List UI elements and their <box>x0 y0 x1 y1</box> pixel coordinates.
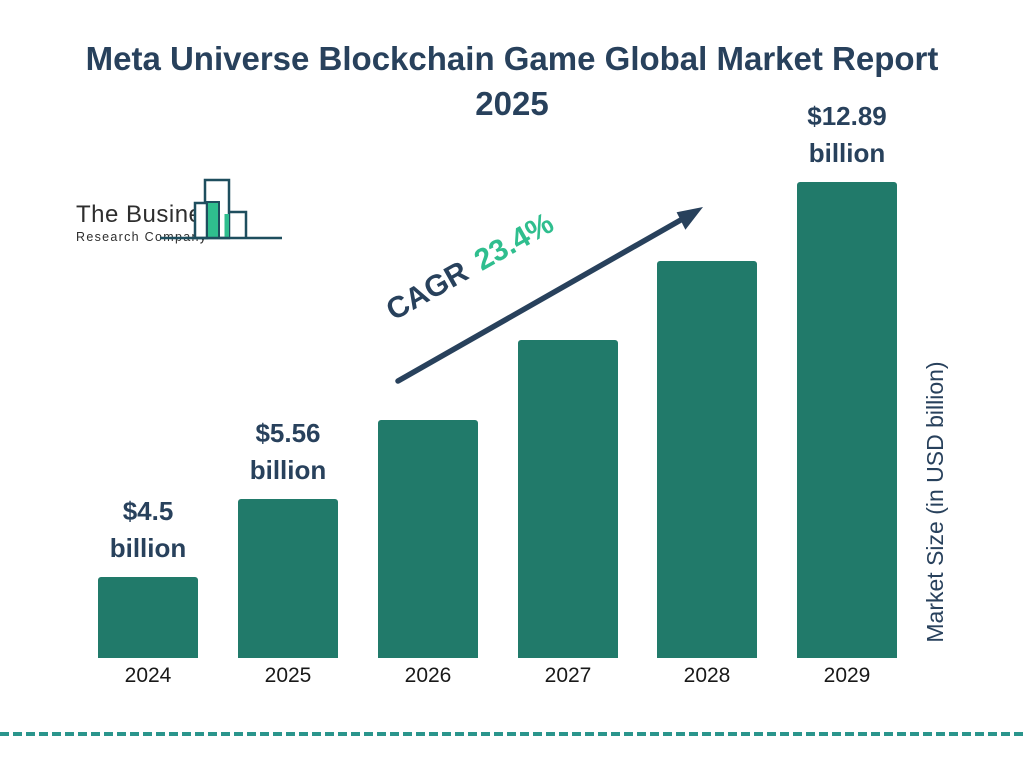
x-axis-label-2025: 2025 <box>264 664 312 687</box>
y-axis-label: Market Size (in USD billion) <box>922 361 948 643</box>
bar-2028 <box>657 261 757 658</box>
value-label-2024: $4.5 billion <box>48 493 248 567</box>
value-unit: billion <box>109 533 187 563</box>
growth-arrow-icon <box>395 207 703 384</box>
logo-subname: Research Company <box>76 230 208 244</box>
value-label-2029: $12.89 billion <box>747 98 947 172</box>
x-axis-label-2026: 2026 <box>404 664 452 687</box>
x-axis-label-2028: 2028 <box>683 664 731 687</box>
bar-2025 <box>238 499 338 658</box>
x-axis-label-2024: 2024 <box>124 664 172 687</box>
bar-2026 <box>378 420 478 658</box>
value-amount: $12.89 <box>807 101 887 131</box>
bar-2024 <box>98 577 198 658</box>
value-amount: $5.56 <box>255 418 321 448</box>
value-unit: billion <box>808 138 886 168</box>
bar-2029 <box>797 182 897 658</box>
bottom-dashed-divider <box>0 732 1024 736</box>
x-axis-label-2027: 2027 <box>544 664 592 687</box>
value-unit: billion <box>249 455 327 485</box>
value-label-2025: $5.56 billion <box>188 415 388 489</box>
chart-title: Meta Universe Blockchain Game Global Mar… <box>85 40 939 122</box>
x-axis-label-2029: 2029 <box>823 664 871 687</box>
bar-2027 <box>518 340 618 658</box>
logo-bars-icon <box>160 178 282 240</box>
value-amount: $4.5 <box>122 496 174 526</box>
